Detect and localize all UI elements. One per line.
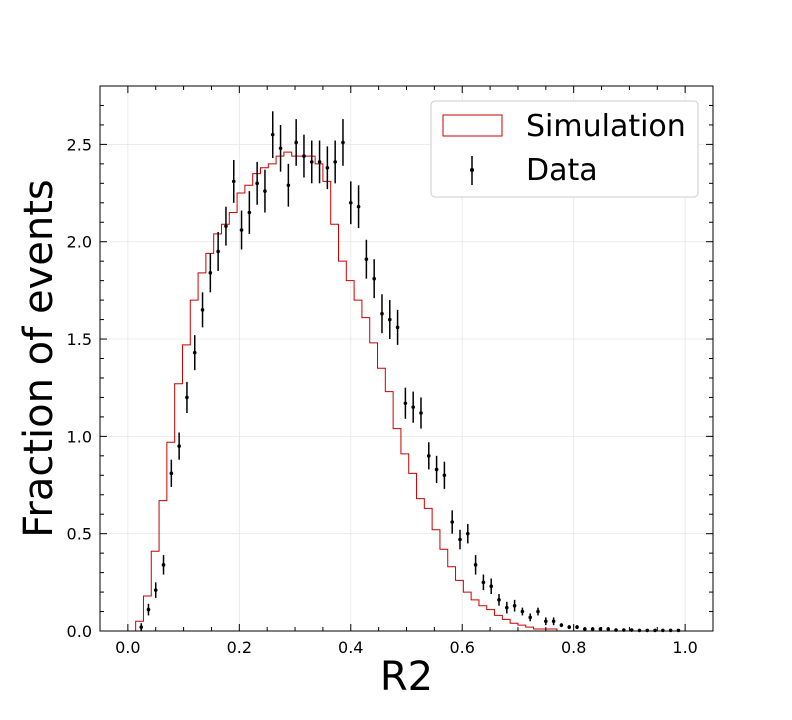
y-tick-label: 1.0 — [67, 427, 92, 446]
data-point — [216, 249, 220, 254]
data-point — [278, 146, 283, 151]
data-point — [567, 625, 572, 629]
data-point — [146, 607, 151, 612]
data-point — [231, 179, 236, 184]
data-point — [583, 627, 587, 631]
data-point — [387, 317, 392, 322]
data-point — [200, 308, 205, 312]
data-point — [473, 563, 478, 567]
data-series — [139, 111, 681, 633]
data-point — [442, 473, 447, 478]
data-point — [458, 537, 462, 542]
data-point — [372, 276, 376, 281]
data-point — [185, 395, 189, 400]
data-point — [528, 615, 533, 620]
data-point — [544, 619, 548, 624]
data-point — [161, 563, 166, 567]
data-point — [325, 165, 330, 170]
simulation-series — [135, 151, 612, 632]
x-tick-label: 0.4 — [338, 638, 363, 657]
data-point — [481, 580, 486, 585]
legend-box — [430, 100, 699, 198]
data-point — [139, 625, 144, 629]
legend: Simulation Data — [430, 100, 699, 198]
data-point — [505, 605, 509, 610]
legend-simulation-label: Simulation — [526, 109, 686, 144]
data-point — [489, 584, 494, 589]
y-tick-label: 1.5 — [67, 330, 92, 349]
x-tick-label: 1.0 — [672, 638, 697, 657]
data-point — [224, 224, 228, 228]
data-point — [270, 132, 275, 137]
data-point — [411, 405, 415, 409]
x-tick-label: 0.8 — [561, 638, 586, 657]
legend-data-label: Data — [526, 153, 598, 188]
data-point — [255, 181, 259, 186]
data-point — [302, 154, 306, 158]
data-point — [653, 628, 657, 633]
data-point — [645, 628, 650, 633]
data-point — [520, 609, 525, 614]
data-point — [466, 531, 470, 536]
data-point — [434, 467, 439, 472]
data-point — [661, 628, 665, 633]
data-point — [348, 200, 353, 205]
data-point — [450, 520, 454, 524]
data-point — [247, 210, 252, 215]
x-axis-title: R2 — [380, 654, 433, 700]
legend-data-marker — [470, 168, 474, 172]
data-point — [551, 619, 556, 624]
data-point — [239, 228, 244, 232]
data-point — [512, 603, 517, 608]
data-point — [426, 454, 431, 458]
data-point — [676, 628, 681, 633]
data-point — [317, 160, 322, 164]
data-point — [208, 271, 213, 275]
x-tick-label: 0.2 — [227, 638, 252, 657]
data-point — [153, 588, 158, 592]
data-point — [637, 628, 642, 633]
y-tick-label: 2.5 — [67, 135, 92, 154]
simulation-step-line — [135, 151, 612, 632]
data-point — [263, 189, 267, 193]
data-point — [294, 140, 298, 145]
y-tick-label: 0.0 — [67, 622, 92, 641]
data-point — [559, 623, 564, 627]
x-tick-label: 0.6 — [450, 638, 475, 657]
data-point — [341, 140, 345, 145]
data-point — [177, 444, 181, 448]
data-point — [395, 325, 400, 330]
plot-frame — [99, 85, 714, 632]
data-point — [356, 204, 361, 209]
data-point — [575, 625, 579, 629]
data-point — [606, 627, 611, 631]
y-axis-title: Fraction of events — [16, 179, 62, 537]
data-point — [419, 411, 423, 415]
data-point — [309, 160, 314, 164]
y-tick-label: 2.0 — [67, 233, 92, 252]
data-point — [364, 257, 369, 262]
data-point — [536, 609, 540, 614]
data-point — [192, 350, 197, 355]
legend-simulation-swatch — [442, 114, 503, 137]
data-point — [403, 401, 408, 406]
data-point — [380, 311, 384, 316]
x-tick-label: 0.0 — [115, 638, 140, 657]
data-point — [590, 627, 595, 631]
data-point — [668, 628, 673, 633]
y-tick-label: 0.5 — [67, 525, 92, 544]
data-point — [333, 160, 337, 164]
data-point — [286, 183, 291, 188]
data-point — [169, 471, 174, 476]
data-point — [497, 598, 501, 602]
